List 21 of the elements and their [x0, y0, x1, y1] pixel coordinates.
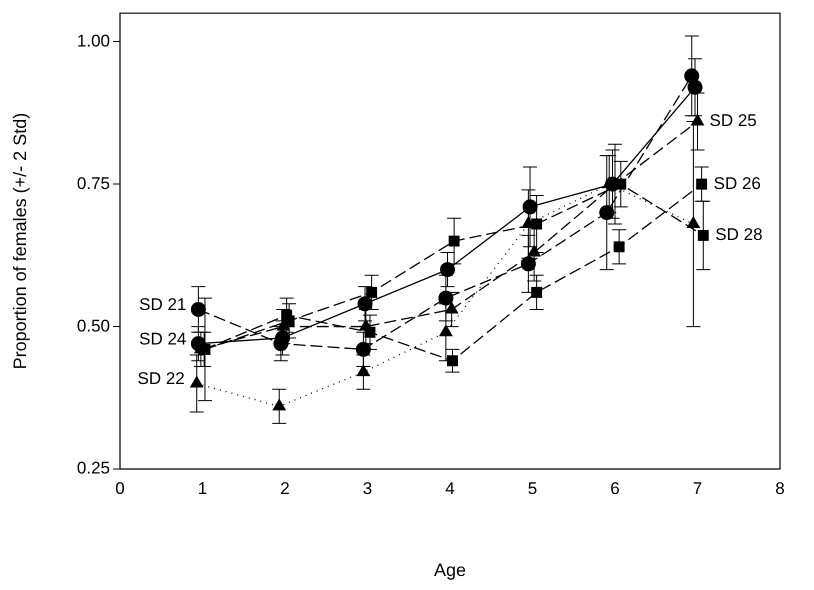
- x-tick-label: 0: [115, 478, 125, 498]
- annotation: SD 26: [714, 174, 761, 193]
- annotation: SD 22: [137, 369, 185, 388]
- annotation: SD 24: [139, 329, 186, 348]
- x-tick-label: 1: [198, 478, 208, 498]
- annotation: SD 21: [139, 295, 186, 314]
- y-tick-label: 1.00: [76, 31, 110, 50]
- annotation: SD 25: [710, 111, 757, 130]
- annotation: SD 28: [715, 225, 763, 244]
- y-tick-label: 0.75: [76, 174, 110, 193]
- x-tick-label: 5: [528, 478, 538, 498]
- y-tick-label: 0.25: [76, 458, 110, 478]
- x-tick-label: 7: [692, 478, 702, 498]
- x-tick-label: 8: [775, 478, 785, 498]
- x-tick-label: 2: [280, 478, 290, 498]
- x-tick-label: 3: [362, 478, 372, 498]
- y-axis-title: Proportion of females (+/- 2 Std): [10, 112, 30, 370]
- x-tick-label: 4: [445, 478, 455, 498]
- x-tick-label: 6: [610, 478, 620, 498]
- y-tick-label: 0.50: [76, 316, 110, 336]
- x-axis-title: Age: [434, 560, 466, 580]
